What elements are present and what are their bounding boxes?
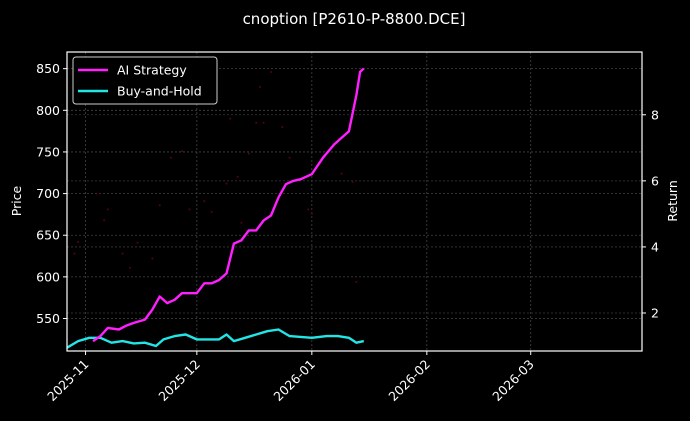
- background-scatter-dots: [73, 70, 358, 283]
- y-tick-label: 650: [36, 228, 60, 243]
- x-tick-label: 2026-02: [385, 357, 433, 405]
- y-tick-label: 600: [36, 269, 60, 284]
- legend-label-buy-and-hold: Buy-and-Hold: [117, 84, 202, 99]
- y-right-tick-label: 4: [651, 239, 659, 254]
- legend: AI Strategy Buy-and-Hold: [72, 56, 218, 105]
- series-lines: [66, 67, 365, 349]
- x-tick-label: 2026-03: [489, 357, 537, 405]
- y-right-tick-label: 6: [651, 173, 659, 188]
- series-line: [92, 67, 365, 343]
- x-tick-label: 2025-11: [44, 357, 92, 405]
- y-axis-ticks-left: 550 600 650 700 750 800 850: [36, 61, 67, 326]
- y-tick-label: 800: [36, 103, 60, 118]
- y-tick-label: 700: [36, 186, 60, 201]
- x-axis-ticks: 2025-11 2025-12 2026-01 2026-02 2026-03: [44, 351, 537, 404]
- series-line: [66, 328, 365, 349]
- y-tick-label: 750: [36, 144, 60, 159]
- y-axis-ticks-right: 2 4 6 8: [642, 107, 659, 321]
- x-tick-label: 2025-12: [155, 357, 203, 405]
- chart-title: cnoption [P2610-P-8800.DCE]: [243, 10, 466, 28]
- y-right-tick-label: 8: [651, 107, 659, 122]
- y-axis-label-right: Return: [665, 180, 680, 221]
- y-right-tick-label: 2: [651, 306, 659, 321]
- legend-label-ai-strategy: AI Strategy: [117, 63, 187, 78]
- x-tick-label: 2026-01: [270, 357, 318, 405]
- y-tick-label: 850: [36, 61, 60, 76]
- y-axis-label-left: Price: [9, 185, 24, 216]
- y-tick-label: 550: [36, 311, 60, 326]
- plot-frame: [66, 51, 643, 352]
- legend-box: [72, 56, 218, 105]
